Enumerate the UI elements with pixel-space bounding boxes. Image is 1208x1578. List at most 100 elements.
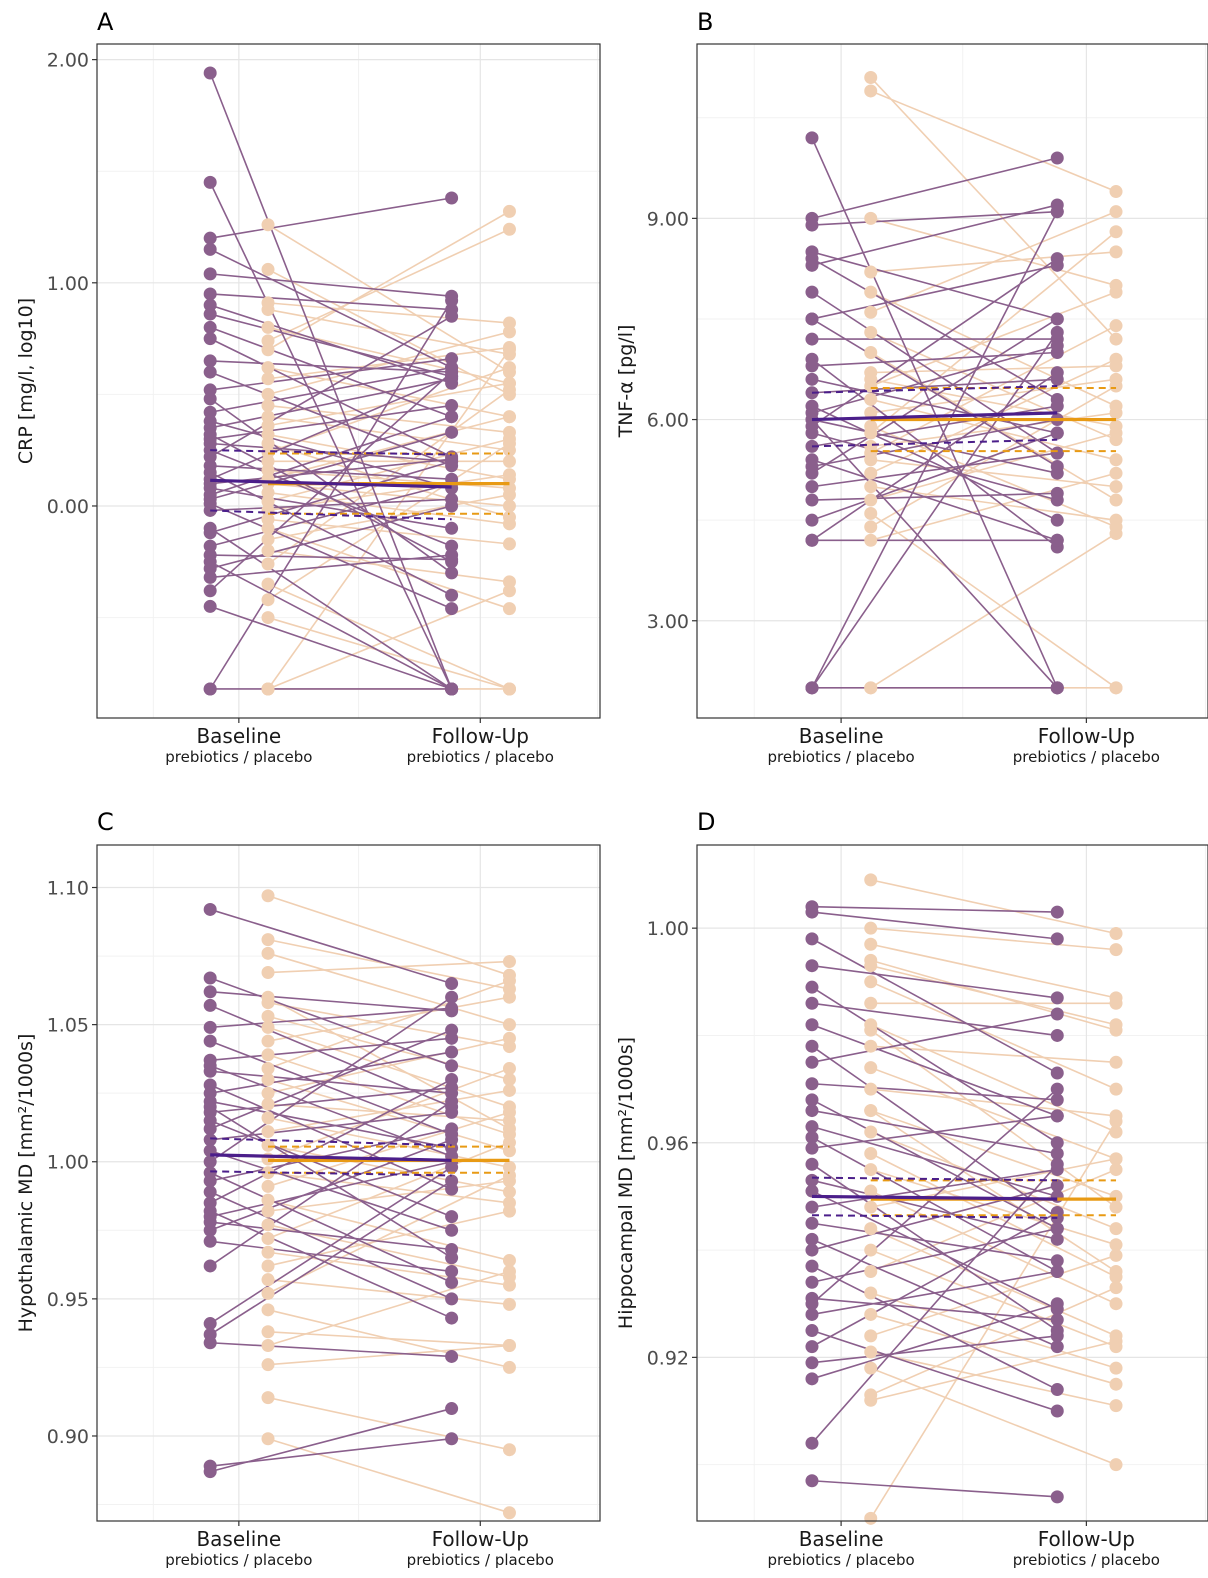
prebiotics-ci-lower-line	[811, 438, 1058, 448]
prebiotics-baseline-point	[805, 131, 819, 145]
prebiotics-connector	[811, 378, 1058, 394]
prebiotics-followup-point	[1050, 325, 1064, 339]
prebiotics-connector	[209, 398, 453, 574]
placebo-followup-point	[1109, 352, 1123, 366]
placebo-followup-point	[502, 1105, 516, 1119]
prebiotics-baseline-point	[203, 354, 217, 368]
prebiotics-baseline-point	[805, 1200, 819, 1214]
prebiotics-baseline-point	[203, 175, 217, 189]
placebo-connector	[870, 76, 1117, 340]
placebo-connector	[870, 1313, 1117, 1385]
prebiotics-connector	[811, 452, 1058, 488]
panel-border	[696, 844, 1208, 1522]
placebo-connector	[870, 1286, 1117, 1396]
prebiotics-baseline-point	[203, 1465, 217, 1479]
placebo-followup-point	[502, 1204, 516, 1218]
placebo-connector	[267, 1171, 510, 1204]
prebiotics-followup-point	[1050, 1146, 1064, 1160]
placebo-followup-point	[1109, 1334, 1123, 1348]
placebo-followup-point	[502, 575, 516, 589]
placebo-connector	[267, 1015, 510, 1081]
placebo-connector	[267, 1026, 510, 1108]
placebo-connector	[870, 981, 1117, 1090]
placebo-followup-point	[1109, 1399, 1123, 1413]
prebiotics-followup-point	[1050, 1109, 1064, 1123]
prebiotics-followup-point	[445, 1174, 459, 1188]
prebiotics-baseline-point	[805, 980, 819, 994]
prebiotics-followup-point	[445, 425, 459, 439]
placebo-baseline-point	[261, 577, 275, 591]
placebo-followup-point	[1109, 527, 1123, 541]
placebo-baseline-point	[261, 495, 275, 509]
placebo-followup-point	[502, 1072, 516, 1086]
panel-letter: C	[97, 808, 114, 836]
prebiotics-followup-point	[1050, 366, 1064, 380]
prebiotics-connector	[811, 459, 1058, 542]
placebo-baseline-point	[261, 1193, 275, 1207]
placebo-baseline-point	[864, 1393, 878, 1407]
prebiotics-connector	[811, 905, 1058, 913]
placebo-connector	[870, 1168, 1117, 1246]
prebiotics-connector	[209, 1065, 452, 1158]
y-tick-label: 0.92	[647, 1347, 689, 1369]
placebo-connector	[267, 382, 510, 427]
prebiotics-mean-line	[210, 478, 452, 489]
prebiotics-baseline-point	[805, 1275, 819, 1289]
x-tick-label: Follow-Up	[1038, 1527, 1135, 1551]
prebiotics-ci-lower-line	[210, 1170, 452, 1177]
prebiotics-connector	[209, 1166, 453, 1325]
placebo-connector	[267, 1037, 510, 1094]
placebo-connector	[267, 415, 510, 451]
prebiotics-followup-point	[445, 1275, 459, 1289]
placebo-connector	[870, 927, 1117, 951]
prebiotics-followup-point	[1050, 1490, 1064, 1504]
placebo-connector	[267, 1174, 510, 1295]
prebiotics-followup-point	[1050, 1383, 1064, 1397]
x-tick-label: Follow-Up	[1038, 724, 1135, 748]
placebo-followup-point	[1109, 927, 1123, 941]
prebiotics-connector	[209, 371, 453, 592]
placebo-connector	[870, 1254, 1117, 1337]
placebo-baseline-point	[864, 305, 878, 319]
prebiotics-ci-lower-line	[811, 1214, 1058, 1219]
placebo-followup-point	[502, 1168, 516, 1182]
placebo-followup-point	[502, 682, 516, 696]
prebiotics-connector	[811, 1190, 1058, 1310]
prebiotics-followup-point	[445, 410, 459, 424]
prebiotics-connector	[209, 1139, 452, 1232]
placebo-baseline-point	[261, 419, 275, 433]
prebiotics-baseline-point	[805, 1324, 819, 1338]
prebiotics-baseline-point	[203, 1034, 217, 1048]
placebo-baseline-point	[864, 1039, 878, 1053]
placebo-connector	[870, 879, 1117, 935]
prebiotics-baseline-point	[805, 332, 819, 346]
prebiotics-connector	[210, 1051, 452, 1094]
prebiotics-connector	[811, 1002, 1058, 1037]
prebiotics-followup-point	[445, 1432, 459, 1446]
placebo-baseline-point	[261, 990, 275, 1004]
placebo-followup-point	[1109, 513, 1123, 527]
prebiotics-connector	[209, 505, 452, 570]
placebo-connector	[870, 210, 1117, 313]
placebo-baseline-point	[864, 1307, 878, 1321]
prebiotics-baseline-point	[203, 242, 217, 256]
prebiotics-baseline-point	[805, 1340, 819, 1354]
prebiotics-connector	[811, 492, 1058, 501]
placebo-connector	[267, 302, 510, 324]
prebiotics-connector	[209, 977, 452, 1067]
placebo-connector	[870, 432, 1117, 501]
prebiotics-connector	[209, 1171, 452, 1284]
placebo-followup-point	[502, 584, 516, 598]
placebo-baseline-point	[261, 1086, 275, 1100]
placebo-baseline-point	[261, 933, 275, 947]
prebiotics-connector	[811, 157, 1058, 220]
placebo-baseline-point	[261, 387, 275, 401]
prebiotics-followup-point	[445, 1349, 459, 1363]
prebiotics-connector	[811, 1099, 1058, 1230]
placebo-connector	[267, 1344, 510, 1366]
prebiotics-connector	[209, 471, 452, 596]
placebo-followup-point	[502, 499, 516, 513]
panel-letter: D	[697, 808, 715, 836]
